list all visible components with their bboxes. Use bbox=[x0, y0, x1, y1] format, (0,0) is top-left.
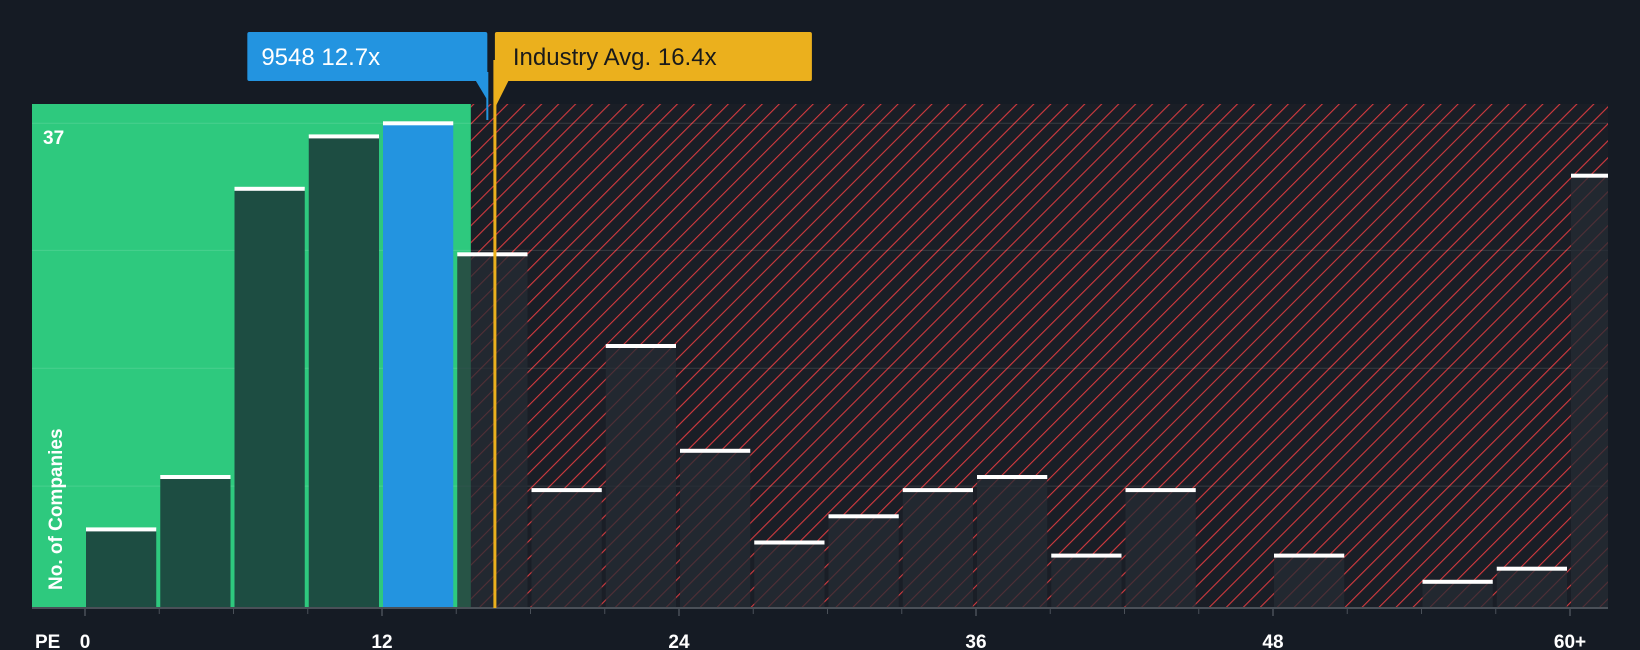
histogram-bar bbox=[605, 346, 676, 608]
x-tick-label: 24 bbox=[668, 632, 690, 650]
bar-cap bbox=[680, 448, 751, 453]
bar-cap bbox=[308, 134, 379, 139]
bar-cap bbox=[1274, 553, 1345, 558]
histogram-bar bbox=[1496, 568, 1567, 608]
bar-cap bbox=[902, 488, 973, 493]
bar-cap bbox=[1125, 488, 1196, 493]
bar-cap bbox=[828, 514, 899, 519]
histogram-bar bbox=[754, 542, 825, 608]
histogram-bar bbox=[977, 477, 1048, 608]
histogram-bars bbox=[86, 121, 1608, 608]
x-tick-label: 60+ bbox=[1554, 632, 1586, 650]
x-axis-label: PE bbox=[35, 632, 60, 650]
histogram-bar bbox=[383, 123, 454, 608]
histogram-bar bbox=[1125, 490, 1196, 608]
bar-cap bbox=[1571, 173, 1608, 178]
bar-cap bbox=[605, 344, 676, 348]
bar-cap bbox=[1496, 566, 1567, 571]
bar-cap bbox=[977, 475, 1048, 479]
histogram-bar bbox=[86, 529, 157, 608]
bar-cap bbox=[383, 121, 454, 126]
industry-callout-label: Industry Avg. 16.4x bbox=[513, 44, 717, 71]
histogram-bar bbox=[680, 450, 751, 608]
histogram-bar bbox=[160, 477, 231, 608]
bar-cap bbox=[531, 488, 602, 493]
bar-cap bbox=[234, 186, 305, 191]
histogram-bar bbox=[234, 188, 305, 608]
x-tick-label: 12 bbox=[371, 632, 392, 650]
x-axis-ticks: 0 12 24 36 48 60+ bbox=[80, 608, 1586, 650]
histogram-bar bbox=[828, 516, 899, 608]
histogram-bar bbox=[457, 254, 528, 608]
histogram-bar bbox=[1571, 175, 1608, 608]
company-callout: 9548 12.7x bbox=[247, 32, 488, 100]
x-tick-label: 36 bbox=[965, 632, 986, 650]
x-tick-label: 48 bbox=[1262, 632, 1283, 650]
bar-cap bbox=[457, 252, 528, 257]
histogram-bar bbox=[1422, 581, 1493, 608]
industry-callout: Industry Avg. 16.4x bbox=[494, 32, 812, 108]
y-axis-label: No. of Companies bbox=[46, 428, 67, 590]
histogram-bar bbox=[1274, 555, 1345, 608]
bar-cap bbox=[1051, 553, 1122, 558]
bar-cap bbox=[754, 540, 825, 545]
histogram-bar bbox=[902, 490, 973, 608]
histogram-bar bbox=[531, 490, 602, 608]
company-callout-label: 9548 12.7x bbox=[261, 44, 380, 71]
x-tick-label: 0 bbox=[80, 632, 91, 650]
histogram-bar bbox=[1051, 555, 1122, 608]
y-max-tick-label: 37 bbox=[43, 128, 64, 149]
bar-cap bbox=[86, 527, 157, 532]
bar-cap bbox=[160, 475, 231, 479]
bar-cap bbox=[1422, 579, 1493, 584]
histogram-bar bbox=[308, 136, 379, 608]
